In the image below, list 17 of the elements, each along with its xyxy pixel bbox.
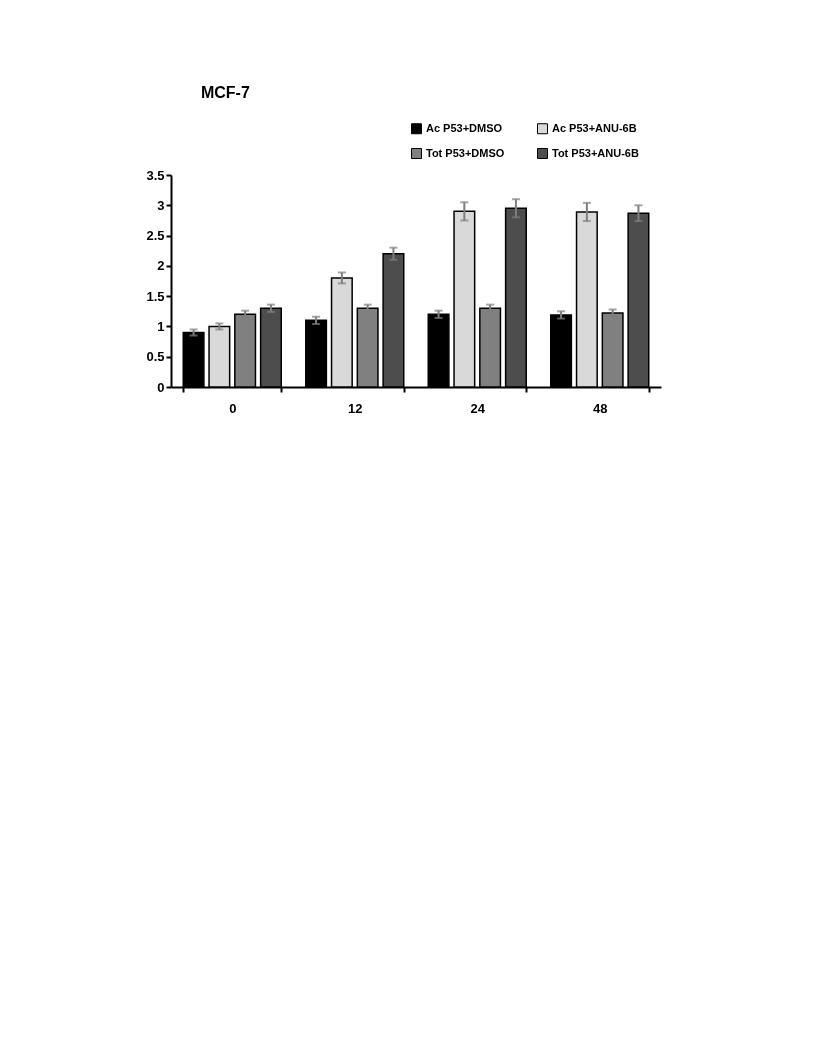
y-tick-label: 1.5 (146, 288, 165, 304)
y-tick-label: 3.5 (146, 167, 165, 183)
y-tick-label: 3 (157, 197, 165, 213)
legend-label: Ac P53+ANU-6B (552, 121, 637, 134)
y-tick-label: 0.5 (146, 349, 165, 365)
y-tick-label: 1 (157, 318, 165, 334)
chart-title: MCF-7 (200, 84, 250, 101)
x-tick-label: 0 (229, 400, 237, 416)
legend-label: Tot P53+DMSO (426, 146, 505, 159)
y-tick-label: 2 (157, 258, 165, 274)
x-tick-label: 48 (593, 400, 608, 416)
x-tick-label: 24 (470, 400, 486, 416)
x-tick-label: 12 (348, 400, 363, 416)
y-tick-label: 0 (157, 379, 165, 395)
y-tick-label: 2.5 (146, 228, 165, 244)
legend-label: Tot P53+ANU-6B (552, 146, 639, 159)
legend-label: Ac P53+DMSO (426, 121, 503, 134)
